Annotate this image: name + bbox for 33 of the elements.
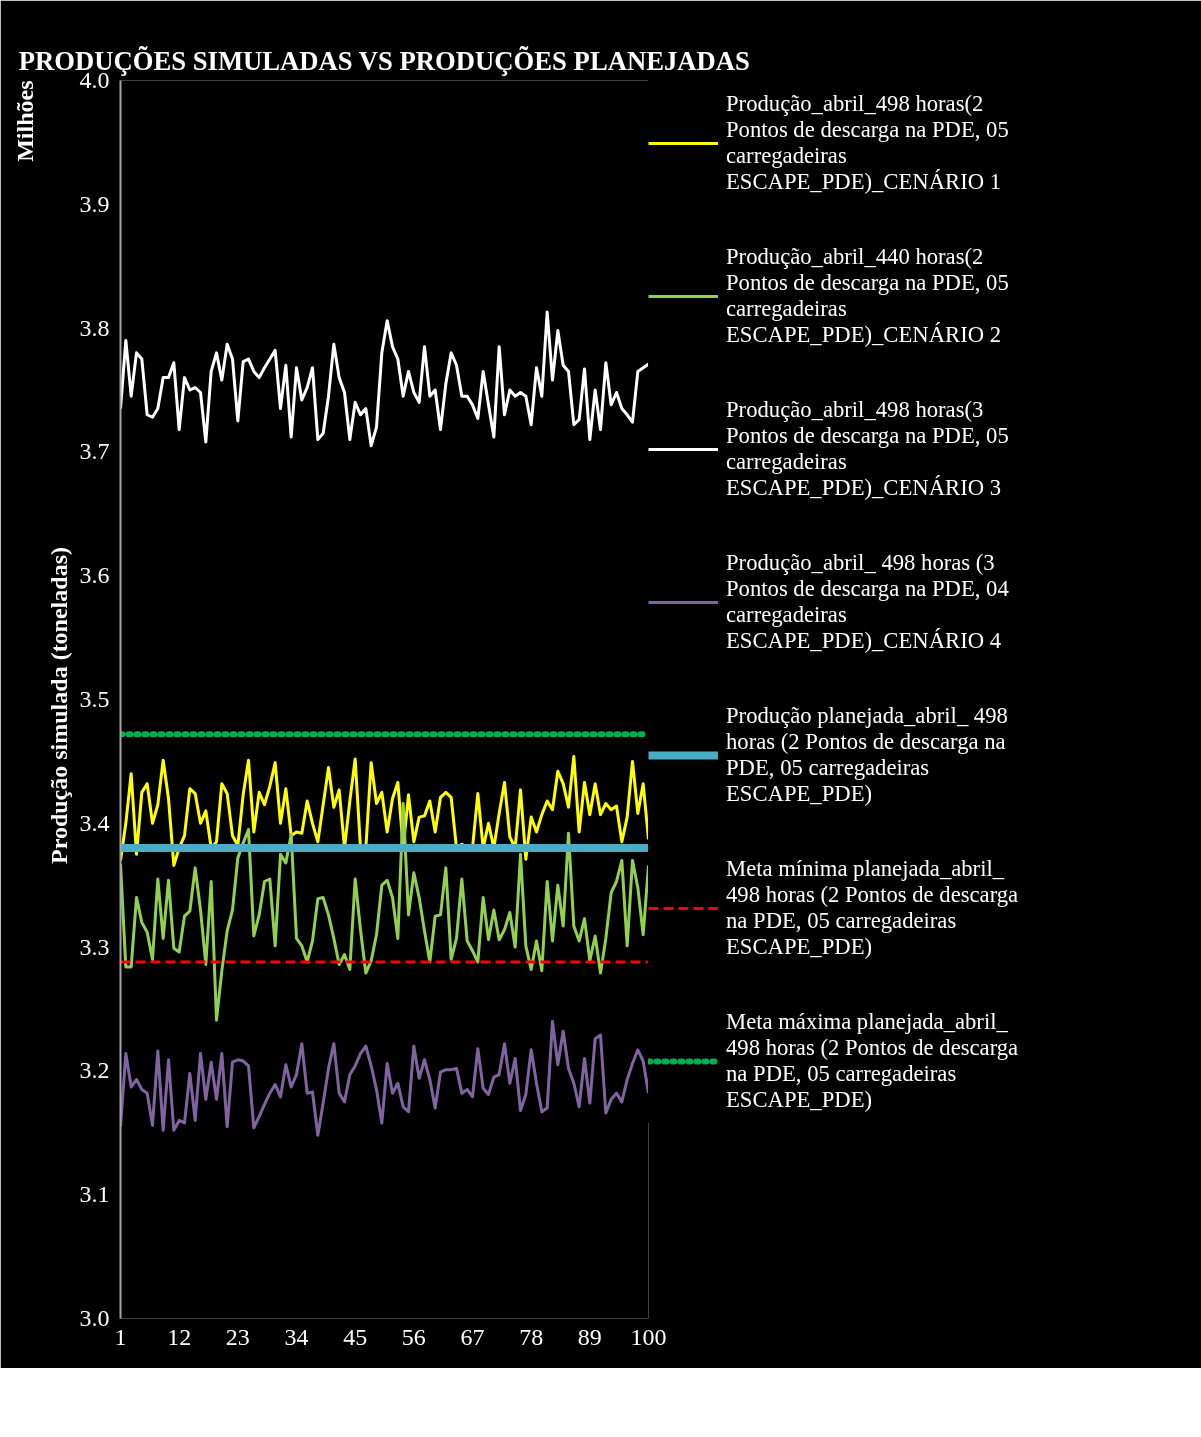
legend-label: Produção_abril_498 horas(3 Pontos de descarga na PDE, 05 carregadeiras ESCAPE_PDE)_CENÁRIO 3	[726, 395, 1009, 502]
legend-label: Produção_abril_440 horas(2 Pontos de descarga na PDE, 05 carregadeiras ESCAPE_PDE)_CENÁRIO 2	[726, 242, 1009, 349]
legend-label: Produção_abril_498 horas(2 Pontos de descarga na PDE, 05 carregadeiras ESCAPE_PDE)_CENÁRIO 1	[726, 89, 1009, 196]
line-series	[120, 310, 649, 448]
line-series	[120, 1019, 649, 1137]
x-tick-label: 12	[167, 1323, 192, 1350]
x-tick-label: 1	[114, 1323, 127, 1350]
x-tick-label: 45	[343, 1323, 368, 1350]
x-tick-label: 23	[225, 1323, 250, 1350]
y-tick-label: 3.1	[79, 1181, 110, 1208]
x-tick-label: 67	[460, 1323, 485, 1350]
x-tick-label: 100	[630, 1323, 667, 1350]
legend-label: Produção planejada_abril_ 498 horas (2 Pontos de descarga na PDE, 05 carregadeiras ESCAPE_PDE)	[726, 701, 1008, 808]
y-tick-label: 3.8	[79, 314, 110, 341]
y-tick-label: 3.0	[79, 1305, 110, 1331]
line-series	[120, 754, 649, 867]
x-tick-label: 89	[577, 1323, 602, 1350]
text: Milhões	[11, 80, 38, 162]
y-tick-label: 3.2	[79, 1057, 110, 1084]
x-tick-label: 78	[519, 1323, 544, 1350]
y-tick-label: 3.7	[79, 438, 110, 465]
x-tick-label: 56	[401, 1323, 426, 1350]
legend-label: Meta mínima planejada_abril_ 498 horas (2 Pontos de descarga na PDE, 05 carregadeiras ESCAPE_PDE)	[726, 854, 1019, 961]
y-tick-label: 3.5	[79, 686, 110, 712]
line-series	[120, 801, 649, 1022]
y-tick-label: 3.3	[79, 933, 110, 960]
y-axis-title: Produção simulada (toneladas)	[45, 547, 72, 864]
legend-label: Produção_abril_ 498 horas (3 Pontos de descarga na PDE, 04 carregadeiras ESCAPE_PDE)_CENÁRIO 4	[726, 548, 1009, 655]
x-tick-label: 34	[284, 1323, 309, 1350]
legend-label: Meta máxima planejada_abril_ 498 horas (2 Pontos de descarga na PDE, 05 carregadeiras ESCAPE_PDE)	[726, 1007, 1019, 1114]
y-tick-label: 3.9	[79, 190, 110, 217]
y-tick-label: 3.6	[79, 562, 110, 589]
y-tick-label: 3.4	[79, 809, 110, 836]
